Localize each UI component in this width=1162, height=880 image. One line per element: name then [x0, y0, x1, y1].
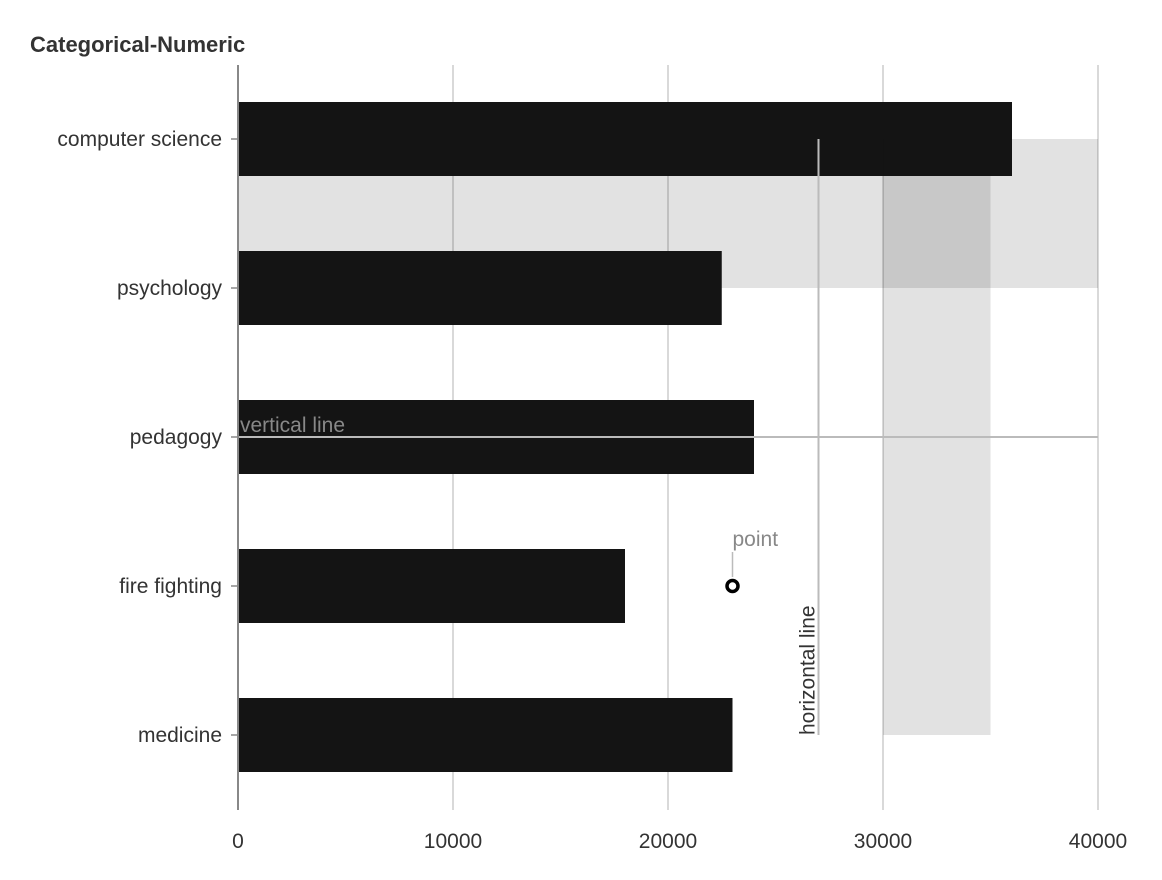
annotation-point-label: point — [733, 528, 779, 551]
chart-title: Categorical-Numeric — [30, 32, 246, 57]
bar — [238, 102, 1012, 176]
y-tick-label: computer science — [57, 128, 222, 151]
axes — [231, 65, 239, 810]
y-tick-label: pedagogy — [130, 426, 223, 449]
y-tick-label: psychology — [117, 277, 223, 300]
annotation-rule-label: horizontal line — [797, 605, 820, 735]
annotation-point — [725, 578, 740, 594]
bar — [238, 251, 722, 325]
tick-labels: 0 10000 20000 30000 40000 computer science psy… — [57, 128, 1127, 853]
x-tick-label: 30000 — [854, 830, 912, 853]
bar — [238, 549, 625, 623]
x-tick-label: 10000 — [424, 830, 482, 853]
y-tick-label: medicine — [138, 724, 222, 747]
annotation-rules: vertical line horizontal line point — [238, 139, 1098, 735]
bars — [238, 102, 1012, 772]
x-tick-label: 20000 — [639, 830, 697, 853]
bar — [238, 698, 733, 772]
annotation-rule-label: vertical line — [240, 414, 345, 437]
x-tick-label: 40000 — [1069, 830, 1127, 853]
y-tick-label: fire fighting — [119, 575, 222, 598]
x-tick-label: 0 — [232, 830, 244, 853]
